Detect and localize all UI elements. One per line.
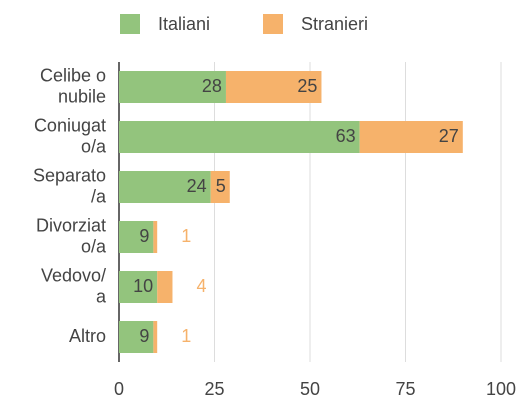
bar-segment [119,121,360,153]
value-label: 10 [133,276,153,296]
y-tick-label: /a [91,186,107,206]
value-label: 1 [181,326,191,346]
y-tick-label: Coniugat [34,115,106,135]
value-label: 25 [297,76,317,96]
x-tick-label: 50 [300,379,320,399]
bar-segment [225,71,322,103]
legend-label: Italiani [158,14,210,34]
value-label: 9 [139,226,149,246]
value-label: 5 [216,176,226,196]
bar-segment [153,321,158,353]
bar-segment [210,171,230,203]
value-label: 27 [439,126,459,146]
y-tick-label: Celibe o [40,65,106,85]
y-tick-label: nubile [58,86,106,106]
bar-segment [119,71,226,103]
y-tick-label: Altro [69,326,106,346]
bar-segment [153,221,158,253]
bar-segment [119,171,211,203]
bar-segment [119,321,154,353]
value-label: 9 [139,326,149,346]
y-tick-label: Separato [33,165,106,185]
x-tick-label: 0 [114,379,124,399]
legend-swatch [120,14,140,34]
bar-segment [119,221,154,253]
value-label: 1 [181,226,191,246]
y-tick-label: a [96,286,107,306]
legend-swatch [263,14,283,34]
value-label: 24 [187,176,207,196]
bar-segment [119,271,158,303]
y-tick-label: o/a [81,236,107,256]
value-label: 63 [336,126,356,146]
y-tick-label: Vedovo/ [41,265,106,285]
y-tick-label: Divorziat [36,215,106,235]
x-tick-label: 25 [204,379,224,399]
y-tick-label: o/a [81,136,107,156]
legend-label: Stranieri [301,14,368,34]
bar-segment [157,271,173,303]
value-label: 4 [196,276,206,296]
value-label: 28 [202,76,222,96]
bar-segment [359,121,463,153]
x-tick-label: 100 [486,379,516,399]
x-tick-label: 75 [395,379,415,399]
